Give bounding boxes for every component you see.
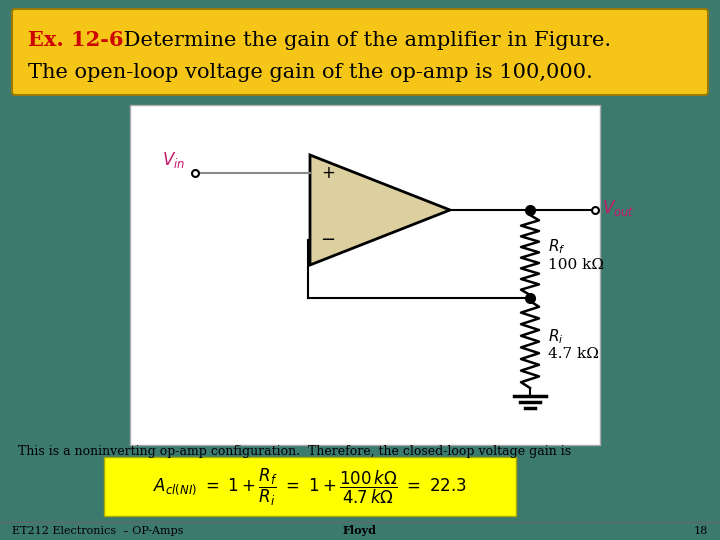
Text: $R_f$: $R_f$ [548, 238, 566, 256]
Text: This is a noninverting op-amp configuration.  Therefore, the closed-loop voltage: This is a noninverting op-amp configurat… [18, 446, 571, 458]
Bar [130, 105, 600, 445]
Text: The open-loop voltage gain of the op-amp is 100,000.: The open-loop voltage gain of the op-amp… [28, 63, 593, 82]
Text: $R_i$: $R_i$ [548, 327, 564, 346]
Text: Floyd: Floyd [343, 525, 377, 537]
Text: 100 kΩ: 100 kΩ [548, 258, 604, 272]
Polygon shape [310, 155, 450, 265]
Text: $A_{cl(NI)}\ =\ 1 + \dfrac{R_f}{R_i}\ =\ 1 + \dfrac{100\,k\Omega}{4.7\,k\Omega}\: $A_{cl(NI)}\ =\ 1 + \dfrac{R_f}{R_i}\ =\… [153, 467, 467, 508]
Text: $V_{in}$: $V_{in}$ [162, 150, 185, 170]
FancyBboxPatch shape [12, 9, 708, 95]
FancyBboxPatch shape [104, 457, 516, 516]
Text: ET212 Electronics  – OP-Amps: ET212 Electronics – OP-Amps [12, 526, 184, 536]
Text: Determine the gain of the amplifier in Figure.: Determine the gain of the amplifier in F… [117, 30, 611, 50]
Text: $V_{out}$: $V_{out}$ [602, 198, 635, 218]
Text: 18: 18 [694, 526, 708, 536]
Text: Ex. 12-6: Ex. 12-6 [28, 30, 124, 50]
Text: +: + [321, 164, 335, 182]
Text: −: − [320, 231, 336, 249]
Text: 4.7 kΩ: 4.7 kΩ [548, 348, 599, 361]
